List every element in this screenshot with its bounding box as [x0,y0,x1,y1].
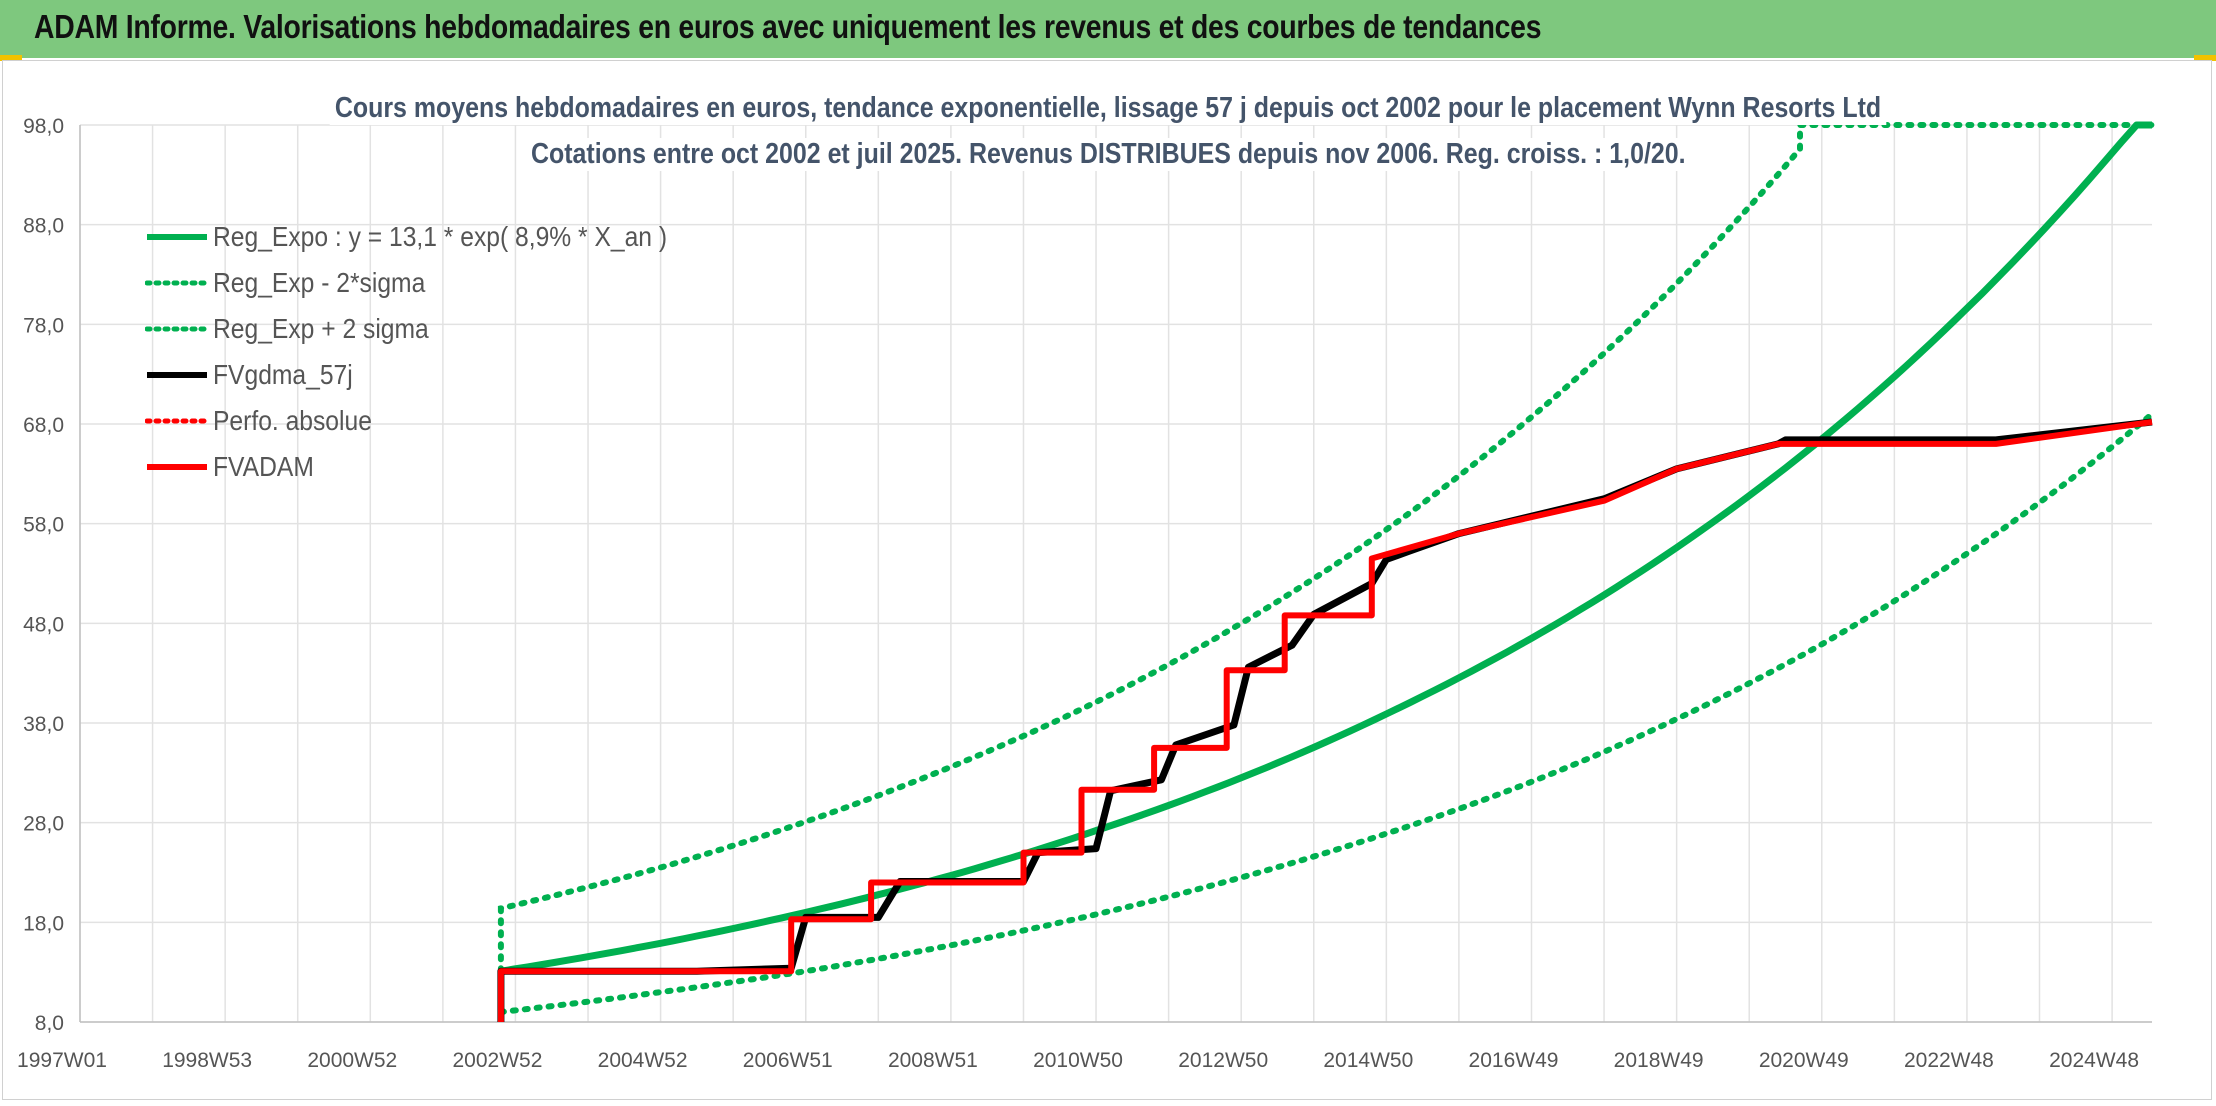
report-title: ADAM Informe. Valorisations hebdomadaire… [34,8,1542,45]
legend-label: Perfo. absolue [213,405,372,436]
legend-item: Perfo. absolue [145,398,729,444]
y-tick-label: 18,0 [23,912,64,935]
legend-label: Reg_Exp - 2*sigma [213,267,426,298]
y-tick-label: 88,0 [23,215,64,238]
legend-swatch [147,464,207,470]
chart-legend: Reg_Expo : y = 13,1 * exp( 8,9% * X_an )… [145,214,729,490]
y-tick-label: 48,0 [23,613,64,636]
x-tick-label: 2024W48 [2049,1049,2139,1072]
x-tick-label: 2020W49 [1759,1049,1849,1072]
x-tick-label: 2016W49 [1469,1049,1559,1072]
chart-title-text: Cours moyens hebdomadaires en euros, ten… [329,92,1887,125]
legend-item: FVgdma_57j [145,352,729,398]
legend-swatch [145,326,209,332]
x-tick-label: 2002W52 [452,1049,542,1072]
series-line-fvgdma-57j [497,418,2153,1022]
x-tick-label: 2004W52 [598,1049,688,1072]
legend-swatch [147,372,207,378]
legend-label: Reg_Exp + 2 sigma [213,313,429,344]
legend-swatch [145,418,209,424]
legend-label: Reg_Expo : y = 13,1 * exp( 8,9% * X_an ) [213,221,668,252]
legend-item: Reg_Exp + 2 sigma [145,306,729,352]
legend-label: FVgdma_57j [213,359,353,390]
legend-swatch [145,280,209,286]
series-line-reg-expo-y-13-1-exp-8-9-x-an [500,121,2152,975]
x-tick-label: 1997W01 [17,1049,107,1072]
y-tick-label: 38,0 [23,713,64,736]
x-tick-label: 2006W51 [743,1049,833,1072]
series-line-fvadam [497,419,2153,1022]
y-tick-label: 8,0 [35,1012,64,1035]
chart-title: Cours moyens hebdomadaires en euros, ten… [0,92,2216,125]
legend-item: Reg_Expo : y = 13,1 * exp( 8,9% * X_an ) [145,214,729,260]
chart-subtitle-text: Cotations entre oct 2002 et juil 2025. R… [525,138,1691,171]
x-tick-label: 2012W50 [1178,1049,1268,1072]
y-tick-label: 58,0 [23,514,64,537]
report-banner: ADAM Informe. Valorisations hebdomadaire… [0,0,2216,58]
legend-label: FVADAM [213,451,314,482]
x-tick-label: 2022W48 [1904,1049,1994,1072]
legend-item: FVADAM [145,444,729,490]
y-tick-label: 68,0 [23,414,64,437]
y-tick-label: 98,0 [23,115,64,138]
x-tick-label: 2014W50 [1323,1049,1413,1072]
x-tick-label: 2018W49 [1614,1049,1704,1072]
chart-frame [2,60,2212,1100]
chart-subtitle: Cotations entre oct 2002 et juil 2025. R… [0,138,2216,171]
x-tick-label: 2000W52 [307,1049,397,1072]
banner-corner-left [0,55,22,61]
x-tick-label: 2008W51 [888,1049,978,1072]
x-tick-label: 2010W50 [1033,1049,1123,1072]
y-tick-label: 28,0 [23,813,64,836]
banner-corner-right [2194,55,2216,61]
legend-item: Reg_Exp - 2*sigma [145,260,729,306]
y-tick-label: 78,0 [23,314,64,337]
series-line-reg-exp-2-sigma [497,122,2155,975]
legend-swatch [147,234,207,240]
x-tick-label: 1998W53 [162,1049,252,1072]
series-line-reg-exp-2-sigma [497,411,2155,1015]
